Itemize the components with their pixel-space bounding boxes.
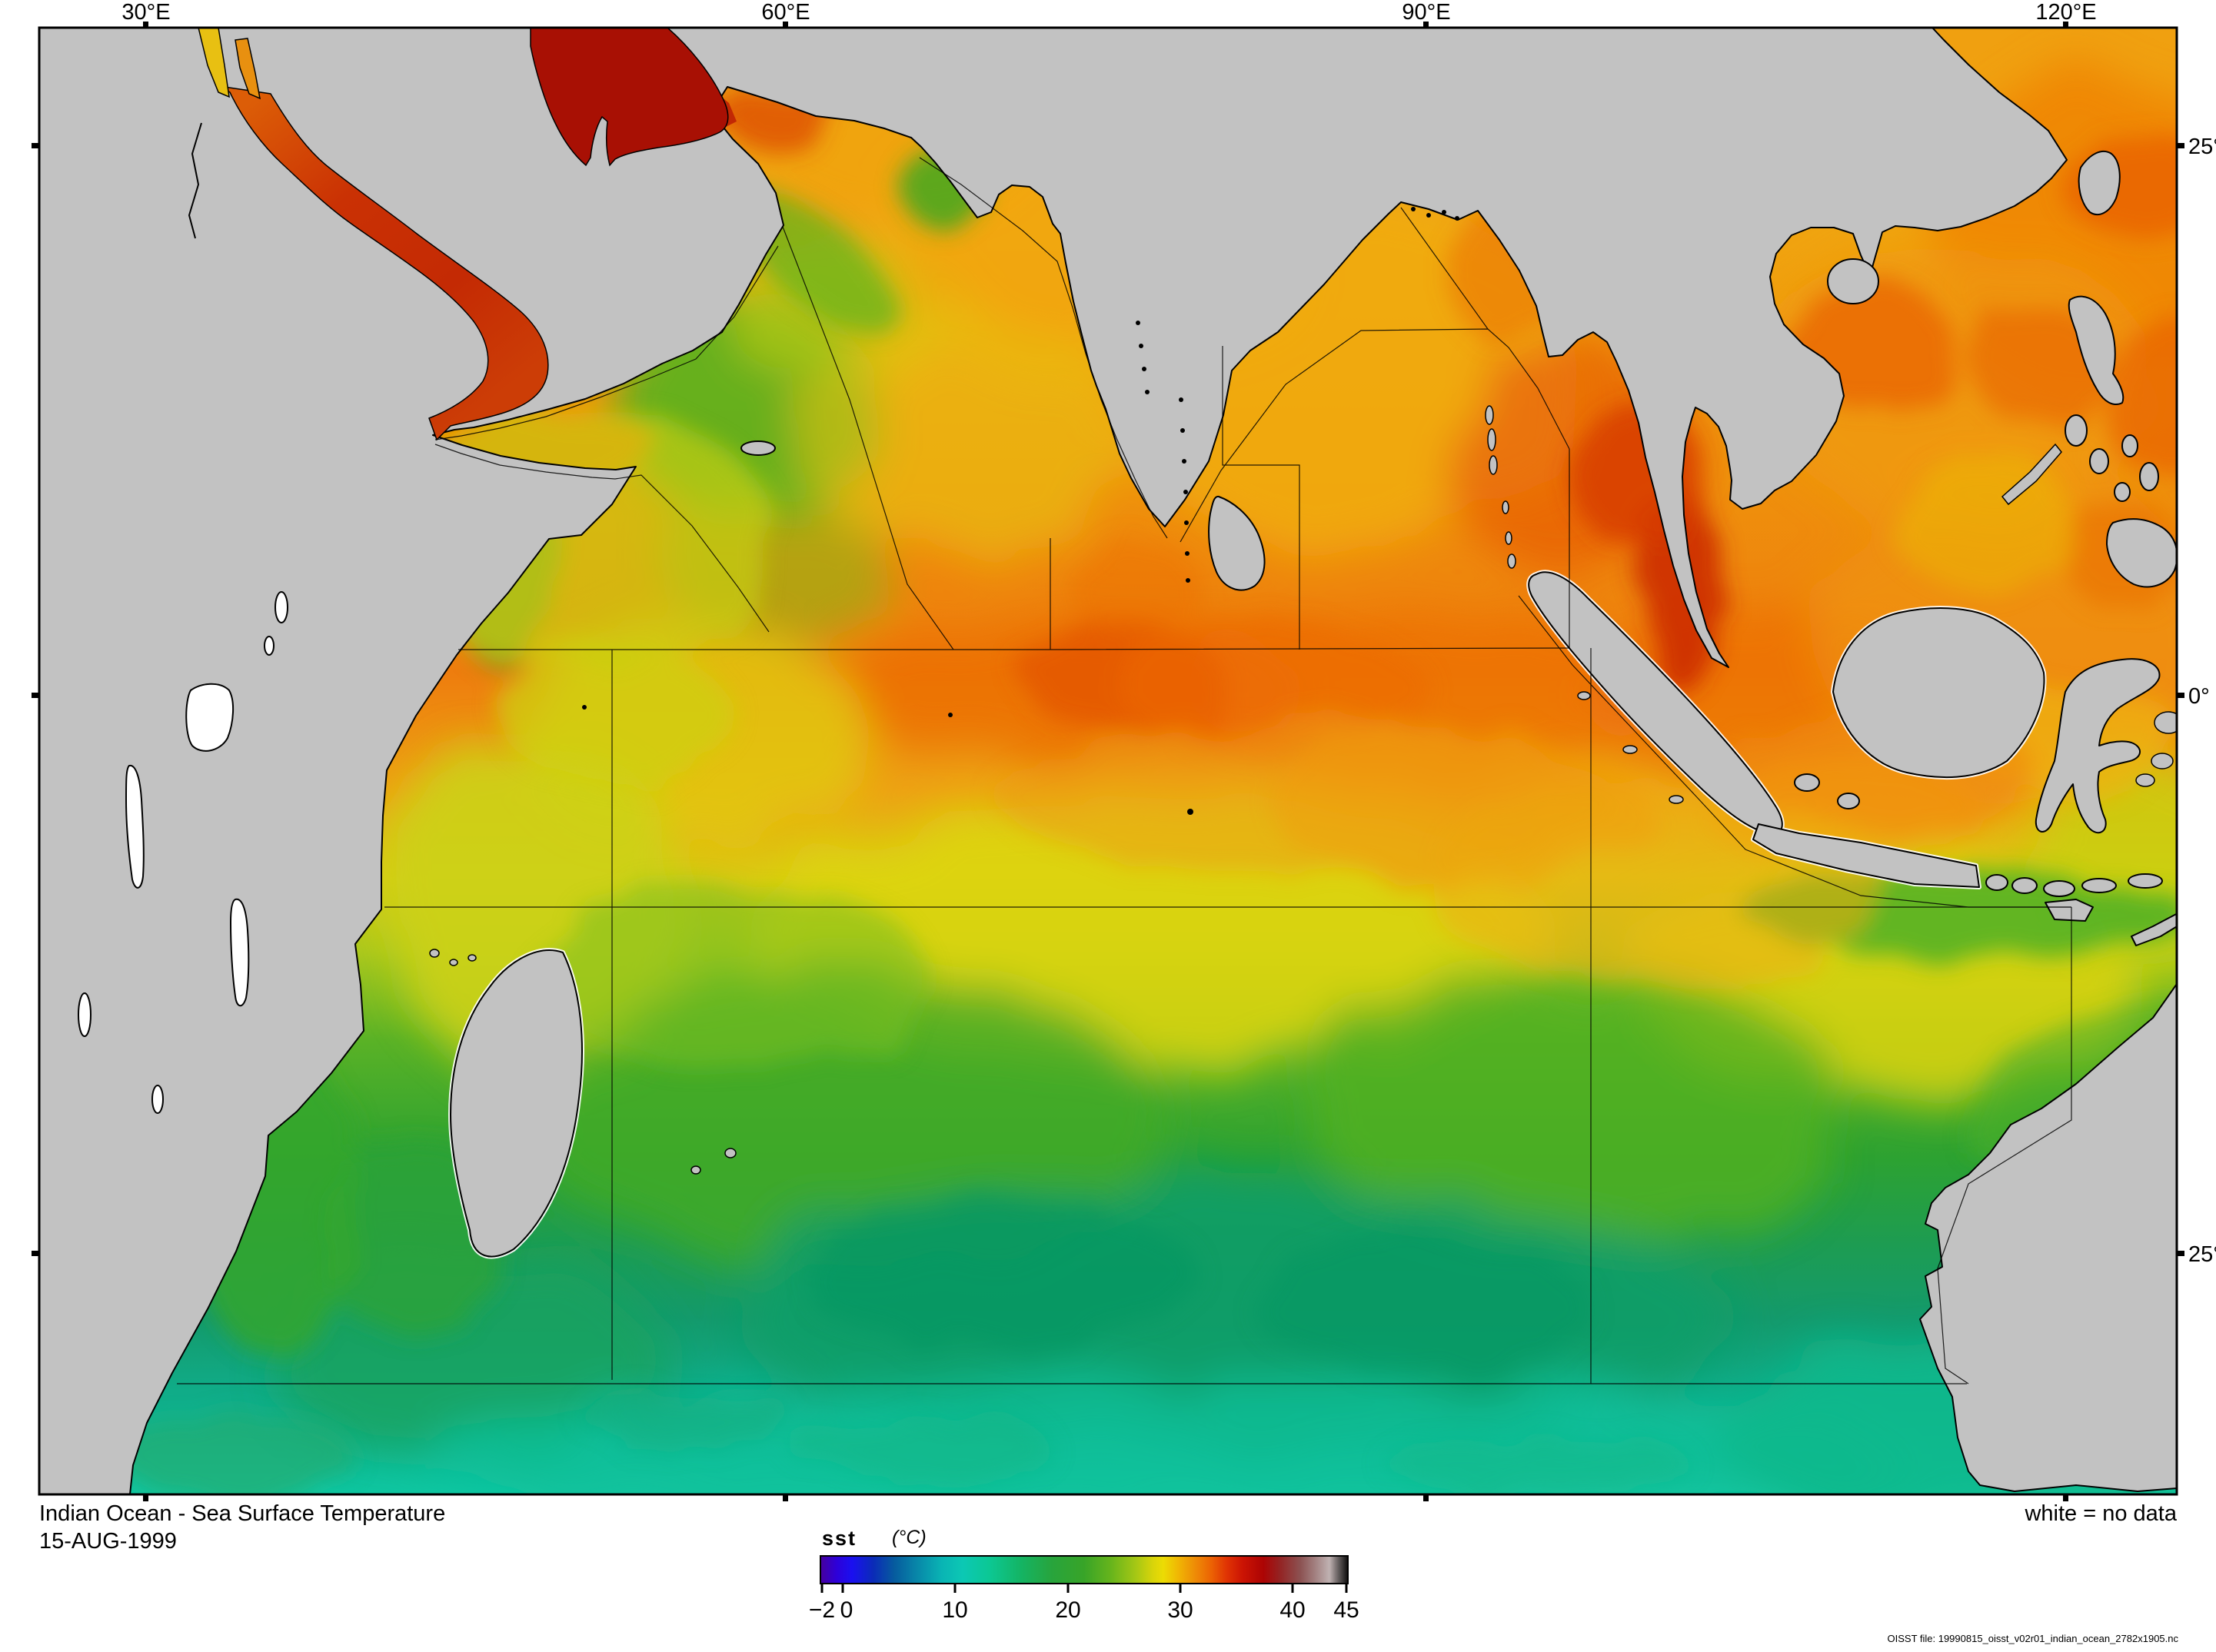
svg-text:OISST file: 19990815_oisst_v02: OISST file: 19990815_oisst_v02r01_indian… <box>1888 1633 2179 1644</box>
svg-text:30°E: 30°E <box>121 0 170 25</box>
svg-text:−2: −2 <box>809 1597 835 1623</box>
svg-text:90°E: 90°E <box>1402 0 1450 25</box>
svg-text:45: 45 <box>1333 1597 1359 1623</box>
svg-text:60°E: 60°E <box>761 0 810 25</box>
svg-text:sst: sst <box>822 1527 857 1550</box>
svg-text:0°: 0° <box>2188 684 2210 709</box>
svg-text:25°: 25° <box>2188 135 2216 159</box>
svg-text:40: 40 <box>1279 1597 1305 1623</box>
svg-text:10: 10 <box>942 1597 967 1623</box>
svg-text:30: 30 <box>1167 1597 1193 1623</box>
svg-text:15-AUG-1999: 15-AUG-1999 <box>39 1529 177 1554</box>
svg-text:0: 0 <box>840 1597 853 1623</box>
svg-text:120°E: 120°E <box>2035 0 2096 25</box>
svg-text:Indian Ocean - Sea Surface Tem: Indian Ocean - Sea Surface Temperature <box>39 1501 445 1526</box>
svg-text:20: 20 <box>1055 1597 1080 1623</box>
svg-text:(°C): (°C) <box>892 1527 927 1548</box>
svg-text:25°: 25° <box>2188 1242 2216 1267</box>
svg-text:white = no data: white = no data <box>2024 1501 2177 1526</box>
